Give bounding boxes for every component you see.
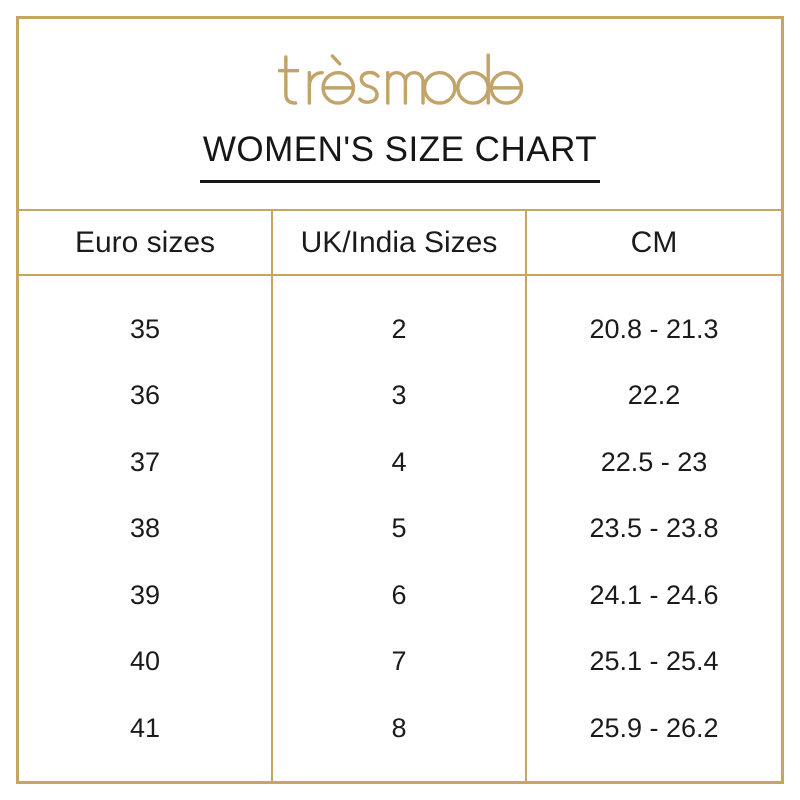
brand-logo-graphic — [277, 53, 523, 105]
table-cell-euro-size: 38 — [129, 513, 161, 544]
table-header-row: Euro sizes UK/India Sizes CM — [19, 211, 781, 276]
table-cell-cm-range: 22.5 - 23 — [600, 446, 708, 477]
table-cell-cm-range: 22.2 — [627, 380, 681, 411]
page-title: WOMEN'S SIZE CHART — [199, 130, 601, 183]
table-cell-cm-range: 25.9 - 26.2 — [589, 712, 719, 743]
table-cell-euro-size: 35 — [129, 313, 161, 344]
column-uk-india-sizes: 2 3 4 5 6 7 8 — [273, 276, 527, 781]
column-header-cm: CM — [630, 225, 678, 259]
table-cell-uk-india-size: 3 — [391, 380, 407, 411]
table-cell-euro-size: 36 — [129, 380, 161, 411]
table-cell-euro-size: 39 — [129, 579, 161, 610]
table-cell-euro-size: 40 — [129, 646, 161, 677]
table-cell-uk-india-size: 6 — [391, 579, 407, 610]
table-body: 35 36 37 38 39 40 41 2 3 4 5 6 7 8 — [19, 276, 781, 781]
column-header-euro-sizes: Euro sizes — [19, 211, 273, 274]
brand-logo-text: trèsmode — [523, 49, 524, 50]
size-chart-table: Euro sizes UK/India Sizes CM 35 36 37 38… — [19, 209, 781, 781]
size-chart-card: trèsmode WOMEN'S SIZE CHART Euro sizes U… — [16, 16, 784, 784]
page-title-text: WOMEN'S SIZE CHART — [199, 130, 601, 183]
column-euro-sizes: 35 36 37 38 39 40 41 — [19, 276, 273, 781]
table-cell-cm-range: 23.5 - 23.8 — [589, 513, 719, 544]
table-cell-cm-range: 20.8 - 21.3 — [589, 313, 719, 344]
table-cell-uk-india-size: 7 — [391, 646, 407, 677]
card-branding: trèsmode WOMEN'S SIZE CHART — [19, 19, 781, 209]
table-cell-cm-range: 24.1 - 24.6 — [589, 579, 719, 610]
column-header-uk-india-sizes: UK/India Sizes — [273, 211, 527, 274]
table-cell-uk-india-size: 2 — [391, 313, 407, 344]
table-cell-uk-india-size: 8 — [391, 712, 407, 743]
brand-logo: trèsmode — [277, 49, 524, 113]
table-cell-uk-india-size: 4 — [391, 446, 407, 477]
column-cm: 20.8 - 21.3 22.2 22.5 - 23 23.5 - 23.8 2… — [527, 276, 781, 781]
table-cell-uk-india-size: 5 — [391, 513, 407, 544]
table-cell-euro-size: 41 — [129, 712, 161, 743]
table-cell-cm-range: 25.1 - 25.4 — [589, 646, 719, 677]
table-cell-euro-size: 37 — [129, 446, 161, 477]
